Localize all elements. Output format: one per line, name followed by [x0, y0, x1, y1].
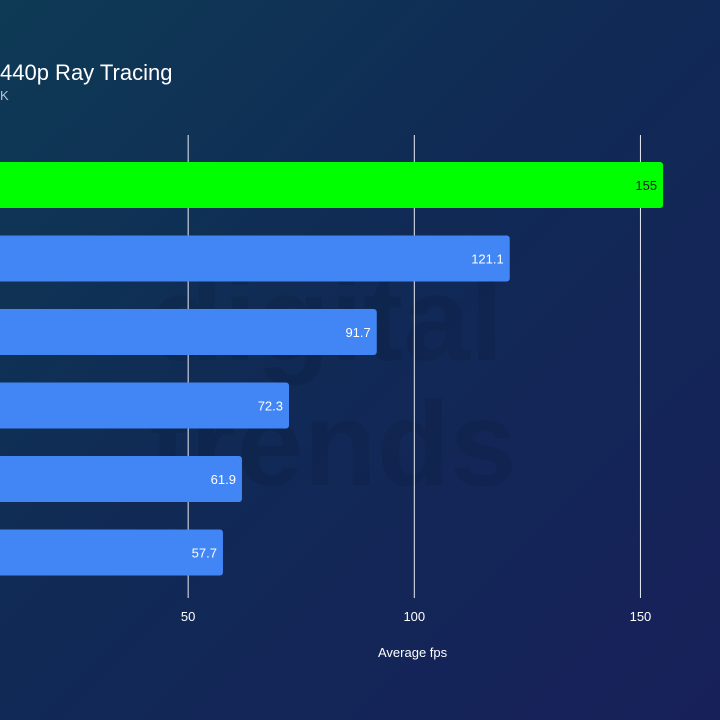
bar-value-label: 121.1	[471, 252, 504, 267]
bar	[0, 309, 377, 355]
bar-value-label: 155	[635, 178, 657, 193]
bar	[0, 456, 242, 502]
x-tick-label: 150	[630, 609, 652, 624]
bar-value-label: 72.3	[258, 399, 283, 414]
bar-value-label: 57.7	[192, 546, 217, 561]
bar-value-label: 61.9	[211, 472, 236, 487]
x-axis-label: Average fps	[378, 645, 448, 660]
bar	[0, 529, 223, 576]
bar-value-label: 91.7	[345, 325, 370, 340]
chart-subtitle: K	[0, 88, 9, 103]
chart-title: 440p Ray Tracing	[0, 60, 173, 85]
bar	[0, 235, 510, 282]
x-tick-label: 50	[181, 609, 195, 624]
bar	[0, 382, 290, 429]
x-tick-label: 100	[403, 609, 425, 624]
bar	[0, 162, 664, 208]
